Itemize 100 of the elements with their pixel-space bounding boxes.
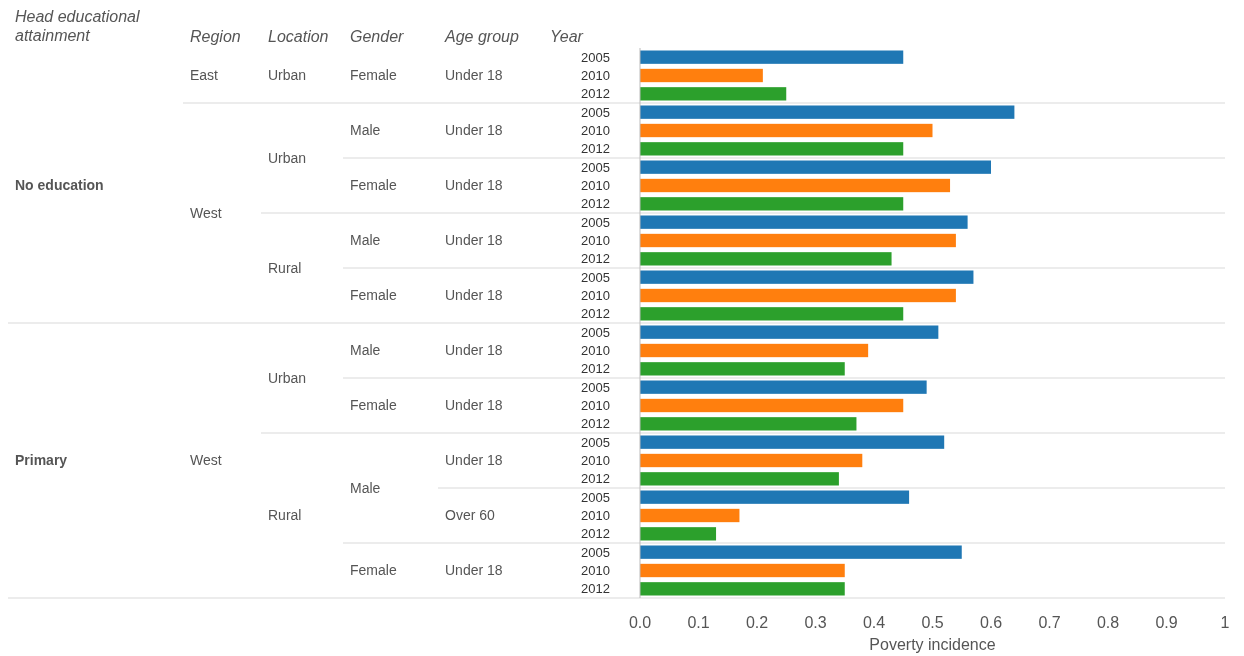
bar	[640, 215, 968, 229]
text: Under 18	[445, 177, 503, 194]
y-tick-label: 2005	[581, 379, 610, 395]
y-tick-label: 2010	[581, 68, 610, 84]
y-tick-label: 2005	[581, 49, 610, 65]
y-tick-label: 2005	[581, 489, 610, 505]
y-tick-label: 2010	[581, 343, 610, 359]
text: Head educational attainment	[15, 8, 140, 44]
bar	[640, 563, 845, 578]
text: Male	[350, 479, 381, 496]
x-tick-label: 0.4	[862, 614, 886, 631]
y-tick-label: 2012	[581, 361, 610, 377]
text: Rural	[268, 259, 302, 276]
bar	[640, 68, 763, 83]
bar	[640, 87, 787, 101]
y-tick-label: 2012	[581, 581, 610, 597]
bar	[640, 453, 863, 468]
y-tick-label: 2010	[581, 508, 610, 524]
y-tick-label: 2010	[581, 453, 610, 469]
y-tick-label: 2012	[581, 471, 610, 487]
bar	[640, 233, 956, 248]
x-tick-label: 0.0	[628, 614, 652, 631]
text: Male	[350, 232, 381, 249]
bar	[640, 252, 892, 266]
text: Urban	[268, 67, 307, 84]
text: Primary	[15, 452, 68, 469]
text: West	[190, 452, 222, 469]
bar	[640, 435, 945, 449]
text: Under 18	[445, 562, 503, 579]
bar	[640, 288, 956, 303]
text: Under 18	[445, 287, 503, 304]
bar	[640, 527, 717, 541]
x-tick-label: 0.5	[921, 614, 944, 631]
text: Location	[268, 28, 329, 45]
text: Rural	[268, 507, 302, 524]
bar	[640, 105, 1015, 119]
text: Male	[350, 342, 381, 359]
x-tick-label: 0.6	[979, 614, 1003, 631]
bar	[640, 582, 845, 596]
text: Female	[350, 397, 397, 414]
y-tick-label: 2005	[581, 269, 610, 285]
bar	[640, 197, 904, 211]
text: Female	[350, 562, 397, 579]
bar	[640, 325, 939, 339]
text: Female	[350, 287, 397, 304]
y-tick-label: 2010	[581, 178, 610, 194]
y-tick-label: 2010	[581, 398, 610, 414]
y-tick-label: 2012	[581, 251, 610, 267]
x-tick-label: 0.2	[745, 614, 769, 631]
bar	[640, 178, 951, 193]
text: No education	[15, 177, 104, 194]
y-tick-label: 2010	[581, 563, 610, 579]
y-tick-label: 2012	[581, 141, 610, 157]
y-tick-label: 2012	[581, 526, 610, 542]
x-tick-label: 0.9	[1155, 614, 1178, 631]
text: Over 60	[445, 507, 496, 524]
y-tick-label: 2012	[581, 306, 610, 322]
bar	[640, 307, 904, 321]
x-tick-label: 1	[1220, 614, 1230, 631]
y-tick-label: 2005	[581, 104, 610, 120]
text: Under 18	[445, 342, 503, 359]
text: Gender	[350, 28, 405, 45]
bar	[640, 545, 962, 559]
bar	[640, 160, 991, 174]
x-tick-label: 0.1	[687, 614, 710, 631]
text: Male	[350, 122, 381, 139]
y-tick-label: 2012	[581, 86, 610, 102]
x-axis-title: Poverty incidence	[869, 636, 996, 653]
text: Under 18	[445, 452, 503, 469]
y-tick-label: 2005	[581, 214, 610, 230]
x-tick-label: 0.3	[804, 614, 827, 631]
bar	[640, 123, 933, 138]
y-tick-label: 2012	[581, 196, 610, 212]
bar	[640, 343, 869, 358]
text: Under 18	[445, 122, 503, 139]
y-tick-label: 2005	[581, 544, 610, 560]
bar	[640, 270, 974, 284]
bar	[640, 417, 857, 431]
text: Under 18	[445, 397, 503, 414]
y-tick-label: 2010	[581, 288, 610, 304]
text: Female	[350, 177, 397, 194]
y-tick-label: 2005	[581, 159, 610, 175]
y-tick-label: 2010	[581, 233, 610, 249]
y-tick-label: 2012	[581, 416, 610, 432]
text: Region	[190, 28, 241, 45]
bar	[640, 398, 904, 413]
text: Female	[350, 67, 397, 84]
bar	[640, 472, 839, 486]
bar	[640, 508, 740, 523]
text: Urban	[268, 369, 307, 386]
text: Age group	[444, 28, 519, 45]
text: Urban	[268, 149, 307, 166]
x-tick-label: 0.7	[1038, 614, 1061, 631]
text: Under 18	[445, 67, 503, 84]
bar	[640, 50, 904, 64]
text: East	[190, 67, 219, 84]
text: Under 18	[445, 232, 503, 249]
y-tick-label: 2010	[581, 123, 610, 139]
text: West	[190, 204, 222, 221]
bar	[640, 380, 927, 394]
